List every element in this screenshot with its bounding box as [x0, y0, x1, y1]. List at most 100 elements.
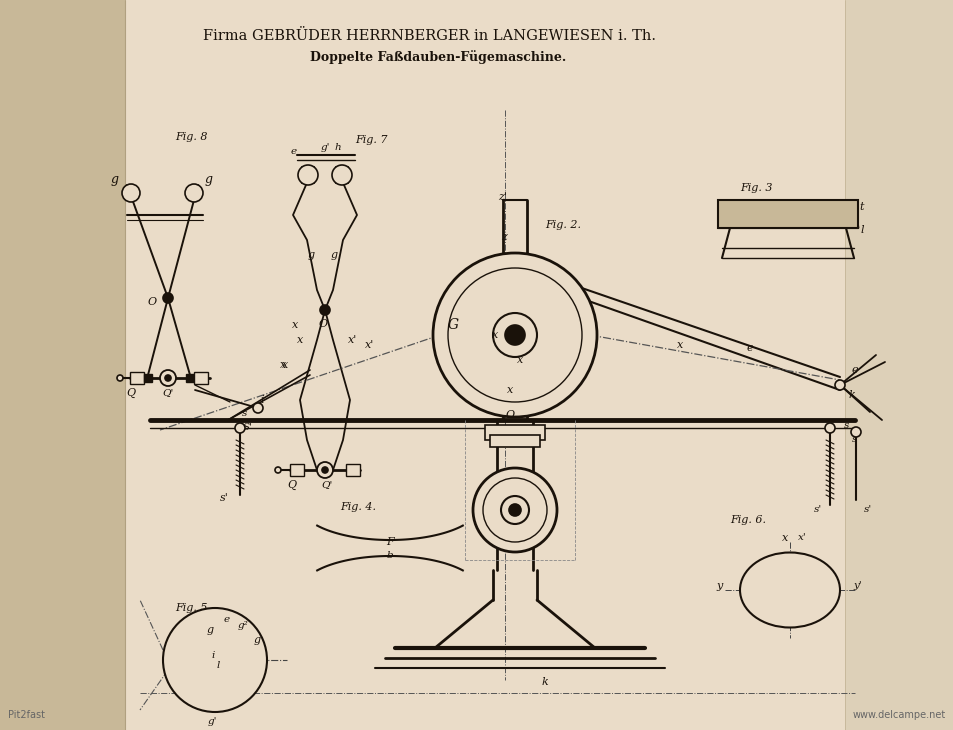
Text: Fig. 8: Fig. 8 — [174, 132, 208, 142]
Text: s': s' — [863, 505, 871, 515]
Text: z': z' — [498, 192, 507, 202]
Text: Doppelte Faßdauben-Fügemaschine.: Doppelte Faßdauben-Fügemaschine. — [310, 50, 566, 64]
Circle shape — [274, 467, 281, 473]
Text: x': x' — [365, 340, 375, 350]
Text: g': g' — [207, 718, 216, 726]
Text: s: s — [851, 436, 857, 445]
Text: Q': Q' — [321, 480, 333, 490]
Circle shape — [163, 608, 267, 712]
Text: Fig. 5.: Fig. 5. — [174, 603, 211, 613]
Text: x: x — [492, 330, 497, 340]
Text: x: x — [781, 533, 787, 543]
Bar — [186, 374, 193, 382]
Text: O: O — [148, 297, 156, 307]
Circle shape — [448, 268, 581, 402]
Text: g: g — [111, 174, 119, 186]
Text: O: O — [505, 410, 514, 420]
Text: e: e — [746, 343, 753, 353]
Text: x: x — [279, 360, 286, 370]
Text: x': x' — [348, 335, 357, 345]
Bar — [125, 0, 844, 730]
Text: g': g' — [320, 144, 330, 153]
Circle shape — [163, 293, 172, 303]
Text: g: g — [253, 635, 260, 645]
Circle shape — [332, 165, 352, 185]
Text: s': s' — [219, 493, 228, 503]
Text: s: s — [242, 409, 248, 418]
Circle shape — [433, 253, 597, 417]
Bar — [718, 200, 857, 228]
Text: y: y — [716, 581, 722, 591]
Circle shape — [185, 184, 203, 202]
Text: e: e — [291, 147, 296, 156]
Bar — [490, 435, 539, 447]
Text: G: G — [447, 318, 458, 332]
Text: S': S' — [243, 423, 253, 431]
Circle shape — [165, 375, 171, 381]
Text: F: F — [386, 537, 394, 547]
Text: Q': Q' — [162, 388, 173, 398]
Circle shape — [122, 184, 140, 202]
Text: Fig. 6.: Fig. 6. — [729, 515, 765, 525]
Bar — [346, 464, 359, 476]
Text: x': x' — [797, 534, 805, 542]
Text: www.delcampe.net: www.delcampe.net — [852, 710, 945, 720]
Bar — [0, 0, 125, 730]
Bar — [193, 372, 208, 384]
Text: Pit2fast: Pit2fast — [8, 710, 45, 720]
Text: l: l — [216, 661, 219, 669]
Circle shape — [493, 313, 537, 357]
Circle shape — [117, 375, 123, 381]
Circle shape — [504, 325, 524, 345]
Text: h: h — [335, 144, 341, 153]
Text: p: p — [531, 425, 538, 435]
Bar — [484, 425, 544, 440]
Text: g: g — [206, 625, 213, 635]
Bar — [844, 0, 953, 730]
Text: Firma GEBRÜDER HERRNBERGER in LANGEWIESEN i. Th.: Firma GEBRÜDER HERRNBERGER in LANGEWIESE… — [203, 29, 656, 43]
Text: Fig. 3: Fig. 3 — [740, 183, 772, 193]
Circle shape — [473, 468, 557, 552]
Text: x: x — [281, 360, 288, 370]
Text: x: x — [517, 355, 522, 365]
Text: k: k — [848, 390, 855, 400]
Circle shape — [824, 423, 834, 433]
Text: g: g — [205, 174, 213, 186]
Bar — [130, 372, 144, 384]
Circle shape — [319, 305, 330, 315]
Text: Fig. 2.: Fig. 2. — [544, 220, 580, 230]
Bar — [144, 374, 152, 382]
Circle shape — [253, 403, 263, 413]
Circle shape — [834, 380, 844, 390]
Text: Q: Q — [287, 480, 296, 490]
Text: x: x — [677, 340, 682, 350]
Text: l: l — [860, 225, 862, 235]
Text: t: t — [859, 202, 863, 212]
Circle shape — [234, 423, 245, 433]
Circle shape — [482, 478, 546, 542]
Circle shape — [500, 496, 529, 524]
Text: s: s — [843, 420, 849, 429]
Text: e: e — [851, 365, 858, 375]
Circle shape — [322, 467, 328, 473]
Ellipse shape — [740, 553, 840, 628]
Text: b: b — [386, 551, 393, 561]
Text: Fig. 4.: Fig. 4. — [339, 502, 375, 512]
Text: k: k — [541, 677, 548, 687]
Circle shape — [850, 427, 861, 437]
Circle shape — [297, 165, 317, 185]
Text: g: g — [330, 250, 337, 260]
Bar — [290, 464, 304, 476]
Text: z: z — [500, 232, 506, 242]
Circle shape — [509, 504, 520, 516]
Text: s': s' — [813, 505, 821, 515]
Text: g: g — [307, 250, 314, 260]
Text: g²: g² — [237, 620, 248, 629]
Text: x: x — [296, 335, 303, 345]
Text: Q: Q — [127, 388, 135, 398]
Text: i: i — [260, 395, 263, 405]
Text: i: i — [212, 651, 214, 661]
Text: y': y' — [853, 582, 862, 591]
Text: x: x — [506, 385, 513, 395]
Text: Fig. 7: Fig. 7 — [355, 135, 387, 145]
